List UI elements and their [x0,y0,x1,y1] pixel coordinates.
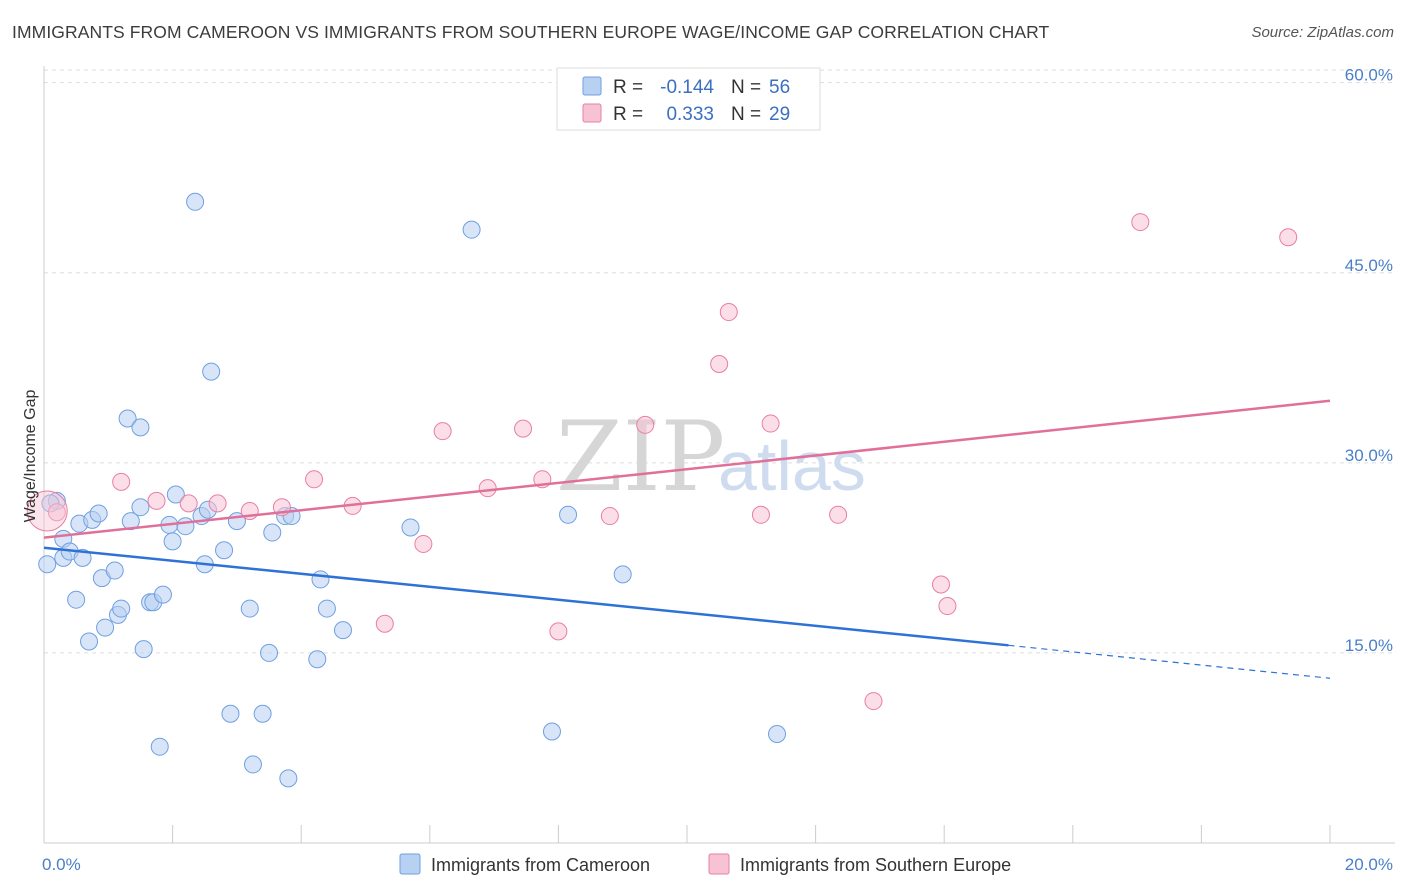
data-point [208,494,227,513]
y-axis-label: Wage/Income Gap [22,390,39,523]
data-point [131,498,150,517]
data-point [38,555,57,574]
data-point [462,220,481,239]
data-point [243,755,262,774]
data-point [279,769,298,788]
data-point [80,632,99,651]
data-point [202,362,221,381]
data-point [118,409,137,428]
data-point [131,418,150,437]
trend-line [43,399,1331,539]
y-tick-label: 45.0% [1345,256,1393,275]
data-point [147,491,166,510]
watermark-atlas: atlas [718,427,866,505]
data-point [263,523,282,542]
watermark: ZIP atlas [556,401,866,513]
y-tick-label: 15.0% [1345,636,1393,655]
data-point [47,503,66,522]
data-point [73,548,92,567]
data-point [710,354,729,373]
data-point [134,640,153,659]
bottom-legend: Immigrants from Cameroon Immigrants from … [399,853,1011,875]
data-point [542,722,561,741]
data-point [375,614,394,633]
data-point [221,704,240,723]
data-point [751,505,770,524]
data-point [864,692,883,711]
data-point [67,590,86,609]
chart-source: Source: ZipAtlas.com [1251,24,1394,41]
bottom-legend-label: Immigrants from Southern Europe [740,855,1011,875]
data-point [260,643,279,662]
data-point [829,505,848,524]
chart-title: IMMIGRANTS FROM CAMEROON VS IMMIGRANTS F… [12,22,1050,42]
data-point [163,532,182,551]
data-point [719,303,738,322]
legend-r-label: R = [613,104,643,125]
y-tick-label: 60.0% [1345,66,1393,85]
data-point [636,415,655,434]
data-point [414,534,433,553]
y-tick-label: 30.0% [1345,446,1393,465]
legend-r-value: -0.144 [660,77,714,98]
data-point [600,507,619,526]
data-point [317,599,336,618]
legend-n-value: 56 [769,77,790,98]
legend-r-label: R = [613,77,643,98]
data-point [105,561,124,580]
data-point [433,422,452,441]
legend-swatch [582,76,602,96]
bottom-legend-swatch [399,853,421,875]
data-point [1131,213,1150,232]
data-point [179,494,198,513]
x-tick-label: 0.0% [42,855,81,874]
bottom-legend-swatch [708,853,730,875]
data-point [613,565,632,584]
legend-n-label: N = [731,104,761,125]
data-point [215,541,234,560]
axes [43,66,1395,844]
data-point [89,504,108,523]
data-point [121,512,140,531]
legend-r-value: 0.333 [666,104,714,125]
data-point [478,479,497,498]
large-data-point [26,490,68,532]
legend: R = -0.144 N = 56 R = 0.333 N = 29 [556,67,821,131]
data-point [308,650,327,669]
legend-n-value: 29 [769,104,790,125]
data-point [549,622,568,641]
data-point [938,597,957,616]
data-point [150,737,169,756]
data-point [153,585,172,604]
trend-lines [43,399,1331,679]
legend-swatch [582,103,602,123]
data-point [112,599,131,618]
data-point [176,517,195,536]
trend-line [43,546,1009,647]
data-point [768,725,787,744]
data-point [761,414,780,433]
data-point [96,618,115,637]
data-point [1279,228,1298,247]
data-point [305,470,324,489]
points [26,192,1298,788]
data-point [186,192,205,211]
bottom-legend-label: Immigrants from Cameroon [431,855,650,875]
data-point [311,570,330,589]
data-point [401,518,420,537]
legend-n-label: N = [731,77,761,98]
data-point [931,575,950,594]
trend-line-extension [1008,644,1331,679]
data-point [112,472,131,491]
tick-labels: 15.0% 30.0% 45.0% 60.0% 0.0% 20.0% [42,66,1393,874]
data-point [166,485,185,504]
data-point [559,505,578,524]
data-point [240,599,259,618]
data-point [333,621,352,640]
data-point [253,704,272,723]
x-tick-label: 20.0% [1345,855,1393,874]
data-point [514,419,533,438]
